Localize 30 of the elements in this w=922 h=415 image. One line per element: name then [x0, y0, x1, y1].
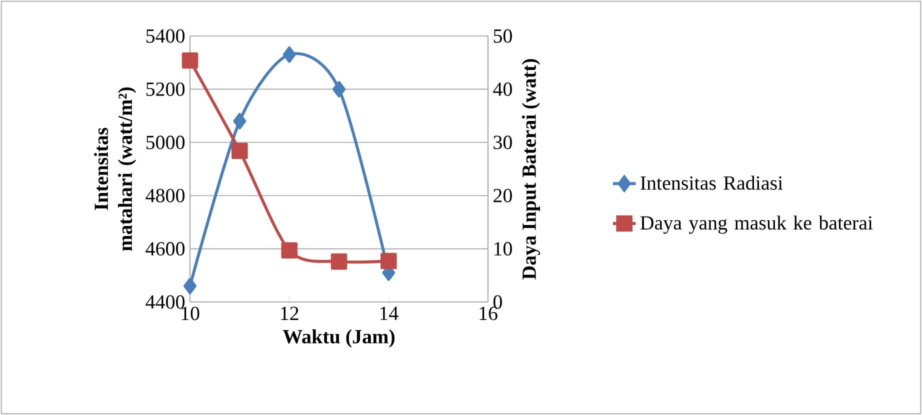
y2-axis-title: Daya Input Baterai (watt): [522, 59, 540, 280]
y-tick-label: 5400: [146, 29, 185, 43]
y2-tick-label: 20: [494, 188, 512, 202]
y2-tick-label: 40: [493, 82, 512, 96]
point: [332, 81, 346, 98]
point: [380, 252, 397, 270]
y-tick-label: 5000: [146, 136, 185, 150]
x-tick-label: 16: [480, 306, 498, 320]
y2-tick-label: 10: [494, 242, 512, 256]
y-tick-label: 4600: [146, 242, 185, 256]
x-tick-label: 10: [182, 306, 200, 320]
x-tick-label: 14: [380, 306, 398, 320]
point: [184, 278, 196, 294]
y-tick-label: 4800: [146, 188, 185, 202]
y2-tick-label: 50: [494, 29, 512, 43]
x-tick-label: 12: [281, 306, 298, 320]
point: [282, 46, 296, 63]
legend-label: Daya yang masuk ke baterai: [640, 216, 873, 234]
point: [281, 242, 298, 259]
x-axis-title: Waktu (Jam): [282, 329, 394, 348]
legend-label: Intensitas Radiasi: [640, 176, 783, 190]
y-tick-label: 4400: [146, 295, 185, 309]
y2-tick-label: 30: [494, 136, 512, 150]
point: [330, 253, 348, 270]
y-tick-label: 5200: [146, 82, 185, 96]
point: [233, 112, 246, 130]
y2-tick-label: 0: [493, 295, 502, 309]
point: [232, 142, 248, 160]
y-axis-title: Intensitas matahari (watt/m²): [94, 87, 136, 251]
point: [182, 52, 198, 69]
